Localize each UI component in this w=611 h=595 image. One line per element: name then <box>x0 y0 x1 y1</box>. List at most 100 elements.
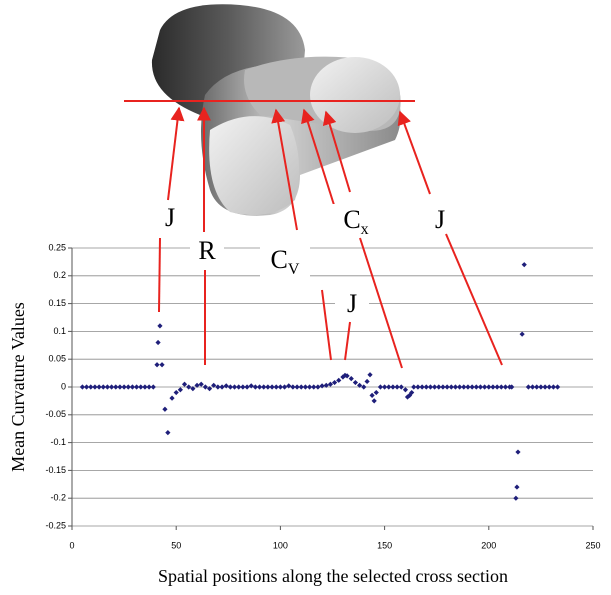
data-point <box>521 262 527 268</box>
plot-area: 0.25 0.2 0.15 0.1 0.05 0 -0.05 -0.1 -0.15 -0.2 -0.… <box>45 242 600 550</box>
data-point <box>356 382 363 388</box>
label-background <box>190 235 224 271</box>
annotation-text: R <box>198 236 216 265</box>
data-point <box>336 377 342 383</box>
data-point <box>252 384 258 390</box>
data-point <box>92 384 98 390</box>
data-point <box>194 382 200 388</box>
data-point <box>534 384 540 390</box>
data-point <box>519 331 525 337</box>
data-point <box>550 384 557 390</box>
annotation-text: C <box>271 245 288 274</box>
data-point <box>256 384 263 390</box>
y-tick-label: 0.2 <box>53 270 66 280</box>
data-point <box>444 384 450 390</box>
data-point <box>371 398 377 404</box>
data-point <box>432 384 438 390</box>
x-tick-label: 50 <box>171 540 181 550</box>
data-point <box>390 384 396 390</box>
data-point <box>134 384 140 390</box>
y-tick-label: 0 <box>61 381 66 391</box>
data-point <box>206 386 213 392</box>
data-point <box>177 387 183 393</box>
data-point <box>298 384 304 390</box>
data-point <box>323 382 329 388</box>
y-tick-label: -0.1 <box>50 437 66 447</box>
data-point <box>155 339 161 346</box>
data-point <box>108 384 115 390</box>
data-point <box>96 384 102 390</box>
data-point <box>88 384 94 390</box>
data-point <box>382 384 388 390</box>
data-point <box>448 384 454 390</box>
data-point <box>457 384 463 390</box>
data-point <box>181 381 188 387</box>
annotation-connector <box>321 289 332 361</box>
data-point <box>157 323 163 329</box>
x-tick-label: 150 <box>377 540 392 550</box>
data-point <box>265 384 271 390</box>
data-point <box>215 384 221 390</box>
annotation-connector <box>397 110 431 195</box>
data-point <box>361 384 367 390</box>
data-point <box>273 384 279 390</box>
data-point <box>402 387 409 393</box>
data-point <box>502 384 509 390</box>
data-point <box>509 384 515 390</box>
data-point <box>411 384 417 390</box>
data-point <box>331 379 338 386</box>
x-axis-title: Spatial positions along the selected cro… <box>158 566 508 586</box>
data-point <box>498 384 504 390</box>
x-tick-label: 100 <box>273 540 288 550</box>
data-point <box>286 383 292 389</box>
data-point <box>202 384 208 390</box>
data-point <box>83 384 90 390</box>
data-point <box>465 384 471 390</box>
y-tick-label: 0.05 <box>48 354 66 364</box>
y-tick-label: 0.1 <box>53 326 66 336</box>
data-point <box>269 384 275 390</box>
data-point <box>281 384 288 390</box>
y-tick-label: 0.25 <box>48 242 66 252</box>
label-background <box>153 202 187 238</box>
data-point <box>461 384 467 390</box>
annotation-connector <box>359 237 403 369</box>
x-tick-label: 250 <box>585 540 600 550</box>
data-point <box>219 384 225 390</box>
data-point <box>364 378 370 385</box>
data-point <box>146 384 152 390</box>
data-point <box>150 384 156 390</box>
data-point <box>169 395 175 401</box>
data-point <box>513 495 519 501</box>
data-point <box>515 449 521 455</box>
data-point <box>423 384 429 390</box>
data-point <box>79 384 86 390</box>
data-point <box>348 376 354 382</box>
data-point <box>482 384 488 390</box>
data-point <box>369 392 375 398</box>
data-point <box>529 384 536 390</box>
annotation-label: Cx <box>343 205 368 238</box>
data-point <box>554 384 561 390</box>
data-point <box>427 384 434 390</box>
data-point <box>227 384 233 390</box>
annotation-label: R <box>198 236 216 265</box>
annotation-text: J <box>347 289 357 318</box>
data-point <box>248 383 254 389</box>
data-point <box>319 383 325 389</box>
data-point <box>154 362 160 368</box>
data-point <box>129 384 136 390</box>
data-point <box>490 384 496 390</box>
data-point <box>386 384 392 390</box>
x-tick-label: 200 <box>481 540 496 550</box>
data-point <box>409 389 415 396</box>
data-point <box>342 372 348 378</box>
data-point <box>469 384 475 390</box>
data-point <box>142 384 148 390</box>
annotation-text: J <box>435 205 445 234</box>
data-point <box>477 384 484 390</box>
data-point <box>162 406 168 412</box>
data-point <box>367 372 373 378</box>
